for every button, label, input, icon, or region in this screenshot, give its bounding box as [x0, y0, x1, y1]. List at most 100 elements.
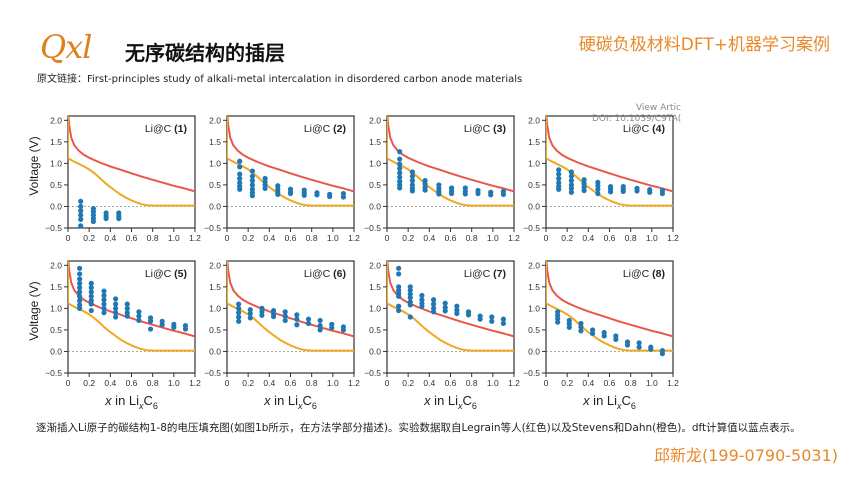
y-tick-label: 1.0 [209, 158, 221, 168]
y-tick-label: 2.0 [369, 115, 381, 125]
x-tick-label: 0.6 [445, 233, 457, 243]
dft-point [407, 314, 413, 320]
y-tick-label: −0.5 [523, 368, 540, 378]
y-tick-label: 0.0 [528, 201, 540, 211]
dft-point [249, 173, 255, 179]
y-tick-label: 2.0 [209, 115, 221, 125]
dft-point [282, 309, 288, 315]
dft-point [78, 208, 84, 214]
dft-point [396, 303, 402, 309]
x-tick-label: 0.6 [126, 233, 138, 243]
doi-overlay: View Artic DOI: 10.1039/C9TA( [592, 103, 687, 125]
dft-point [500, 320, 507, 327]
x-tick-label: 0 [385, 378, 390, 388]
source-link[interactable]: First-principles study of alkali-metal i… [87, 74, 523, 85]
dft-point [159, 322, 165, 328]
y-axis-title: Voltage (V) [27, 136, 41, 195]
y-tick-label: −0.5 [523, 223, 540, 233]
y-tick-label: 0.5 [528, 325, 540, 335]
dft-point [340, 194, 347, 200]
y-tick-label: 2.0 [369, 260, 381, 270]
dft-point [568, 178, 575, 184]
dft-point [113, 305, 119, 311]
dft-point [88, 307, 94, 314]
legrain-curve [387, 116, 514, 193]
x-tick-label: 1.0 [168, 233, 180, 243]
y-tick-label: 2.0 [528, 260, 540, 270]
y-tick-label: 1.5 [369, 282, 381, 292]
dft-point [88, 280, 94, 286]
dft-point [397, 149, 403, 155]
dft-point [77, 265, 83, 271]
dft-point [648, 346, 654, 352]
page-title: 无序碳结构的插层 [125, 41, 285, 65]
y-tick-label: −0.5 [204, 368, 221, 378]
dft-point [317, 323, 323, 329]
x-tick-label: 1.2 [189, 378, 201, 388]
dft-point [259, 312, 265, 318]
dft-point [634, 188, 640, 194]
dft-point [407, 287, 413, 293]
x-tick-label: 0.4 [263, 378, 275, 388]
x-tick-label: 1.2 [667, 378, 679, 388]
x-tick-label: 0.4 [423, 233, 435, 243]
dft-point [430, 297, 437, 303]
x-tick-label: 0.8 [466, 378, 478, 388]
legrain-curve [227, 116, 354, 193]
chart-panel-8: 2.0 1.5 1.0 0.5 0.0 −0.5 0 0.2 0.4 0.6 0.8 1.0 1.2 Li… [523, 260, 679, 411]
dft-point [397, 161, 403, 167]
dft-point [419, 303, 425, 309]
dft-point [113, 301, 119, 307]
dft-point [448, 190, 455, 197]
x-tick-label: 0.6 [126, 378, 138, 388]
dft-point [500, 316, 507, 322]
dft-point [236, 305, 242, 311]
y-tick-label: 1.0 [209, 303, 221, 313]
dft-point [556, 175, 562, 182]
y-tick-label: 0.0 [528, 346, 540, 356]
dft-point [422, 187, 428, 193]
dft-point [556, 167, 562, 173]
dft-point [409, 169, 415, 175]
dft-point [237, 164, 243, 170]
dft-point [409, 178, 415, 184]
y-tick-label: 1.0 [369, 303, 381, 313]
dft-point [607, 189, 614, 195]
dft-point [247, 310, 253, 317]
y-tick-label: 0.0 [50, 201, 62, 211]
dft-point [419, 292, 425, 299]
view-article-text[interactable]: View Artic [635, 103, 681, 113]
dft-point [78, 203, 84, 210]
x-tick-label: 1.2 [348, 233, 360, 243]
legrain-curve [68, 261, 195, 338]
y-tick-label: 0.5 [528, 180, 540, 190]
x-tick-label: 0.4 [582, 378, 594, 388]
x-tick-label: 0 [385, 233, 390, 243]
x-tick-label: 0.2 [242, 233, 254, 243]
x-tick-label: 1.2 [508, 378, 520, 388]
x-tick-label: 0 [544, 233, 549, 243]
y-tick-label: 1.0 [50, 303, 62, 313]
x-tick-label: 0.8 [466, 233, 478, 243]
dft-point [249, 182, 255, 188]
legrain-curve [227, 261, 354, 338]
y-tick-label: −0.5 [364, 223, 381, 233]
y-tick-label: 0.5 [209, 325, 221, 335]
dft-point [396, 293, 402, 299]
y-tick-label: 0.5 [369, 180, 381, 190]
legrain-curve [387, 261, 514, 338]
dft-point [436, 191, 442, 197]
y-tick-label: −0.5 [204, 223, 221, 233]
dft-point [124, 301, 130, 307]
x-tick-label: 1.0 [487, 378, 499, 388]
y-tick-label: 2.0 [50, 115, 62, 125]
dft-point [409, 173, 415, 179]
dft-point [237, 171, 243, 177]
y-tick-label: −0.5 [364, 368, 381, 378]
dft-point [101, 288, 107, 294]
dft-point [282, 317, 288, 324]
figure-caption: 逐渐插入Li原子的碳结构1-8的电压填充图(如图1b所示，在方法学部分描述)。实… [36, 422, 801, 434]
dft-point [317, 327, 323, 333]
dft-point [613, 336, 619, 342]
dft-point [454, 310, 460, 317]
